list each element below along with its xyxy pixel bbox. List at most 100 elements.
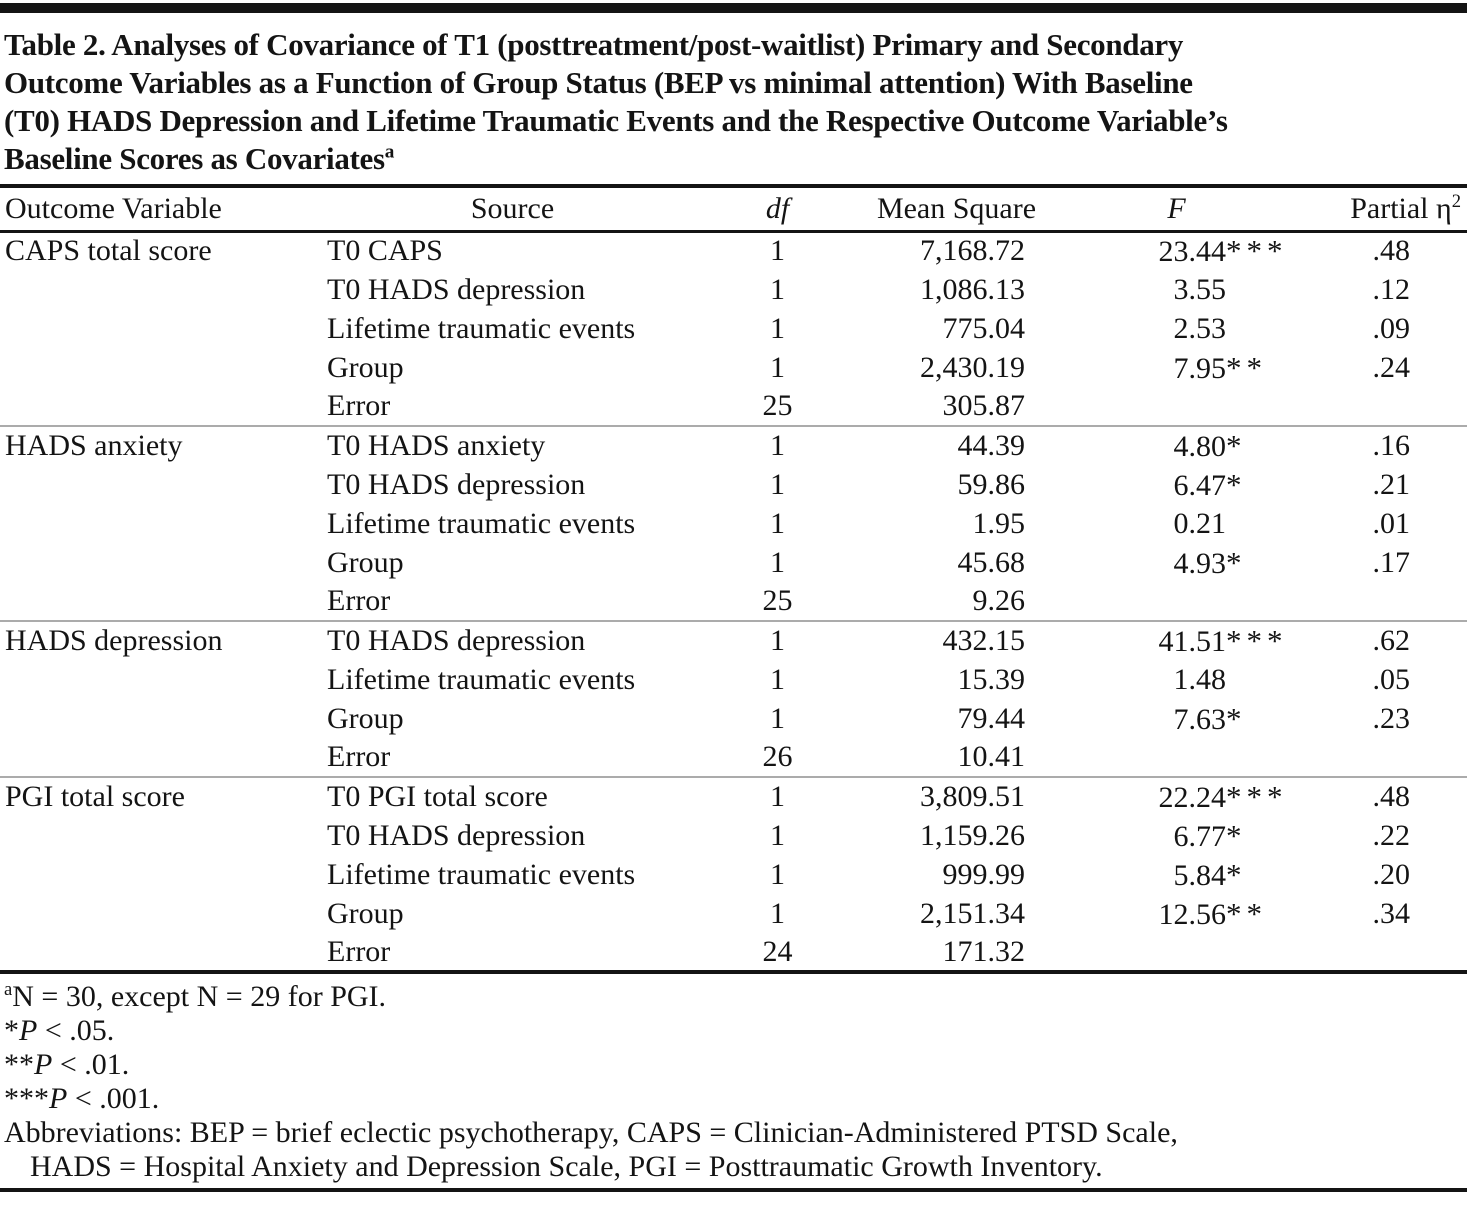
- footnote-text: Abbreviations: BEP = brief eclectic psyc…: [4, 1116, 1178, 1149]
- cell-df: 24: [762, 934, 793, 968]
- table-title-line: Table 2. Analyses of Covariance of T1 (p…: [4, 26, 1467, 64]
- cell-partial-eta: .24: [1372, 350, 1411, 384]
- column-header-partial-eta: Partial η2: [1290, 186, 1467, 233]
- anova-table: Outcome Variable Source df Mean Square F…: [0, 184, 1467, 974]
- cell-df: 25: [762, 584, 793, 617]
- cell-partial-eta: [1290, 582, 1467, 621]
- cell-outcome-variable: [0, 504, 320, 543]
- footnote-text: < .05.: [37, 1014, 115, 1047]
- table-row: T0 HADS depression 1 59.86 6.47* .21: [0, 465, 1467, 504]
- footnote-p-symbol: P: [49, 1082, 68, 1115]
- cell-partial-eta: .22: [1372, 818, 1411, 852]
- cell-source: Lifetime traumatic events: [327, 506, 636, 540]
- cell-outcome-variable: [0, 933, 320, 972]
- cell-f: 4.93*: [1063, 543, 1290, 582]
- f-value: 7.63: [1173, 702, 1227, 736]
- cell-partial-eta: .09: [1372, 311, 1411, 345]
- table-row: HADS depression T0 HADS depression 1 432.15…: [0, 621, 1467, 660]
- f-value: 1.48: [1173, 662, 1227, 696]
- cell-mean-square: 1,159.26: [920, 818, 1025, 852]
- cell-f: 22.24***: [1063, 777, 1290, 816]
- cell-df: 25: [762, 389, 793, 422]
- cell-f: 1.48: [1063, 660, 1290, 699]
- f-value: 7.95: [1173, 351, 1227, 385]
- cell-mean-square: 44.39: [957, 429, 1026, 462]
- table-row: Error 26 10.41: [0, 738, 1467, 777]
- cell-partial-eta: .01: [1372, 506, 1411, 540]
- f-significance-stars: *: [1226, 428, 1247, 463]
- cell-mean-square: 1.95: [972, 506, 1026, 540]
- cell-partial-eta: .48: [1372, 234, 1411, 268]
- cell-outcome-variable: HADS anxiety: [5, 429, 183, 462]
- table-row: CAPS total score T0 CAPS 1 7,168.72 23.44***…: [0, 231, 1467, 270]
- footnote-line: *P < .05.: [4, 1014, 1467, 1048]
- cell-f: 2.53: [1063, 309, 1290, 348]
- f-significance-stars: ***: [1226, 233, 1288, 269]
- cell-outcome-variable: [0, 660, 320, 699]
- cell-f: [1063, 933, 1290, 972]
- cell-source: T0 HADS anxiety: [327, 429, 546, 462]
- cell-partial-eta: .21: [1372, 467, 1411, 501]
- footnote-stars: *: [4, 1014, 19, 1047]
- table-row: Group 1 45.68 4.93* .17: [0, 543, 1467, 582]
- cell-source: Lifetime traumatic events: [327, 662, 636, 696]
- table-body: CAPS total score T0 CAPS 1 7,168.72 23.44***…: [0, 231, 1467, 972]
- cell-f: [1063, 387, 1290, 426]
- table-row: Error 25 305.87: [0, 387, 1467, 426]
- f-significance-stars: ***: [1226, 779, 1288, 814]
- cell-partial-eta: [1290, 933, 1467, 972]
- cell-partial-eta: .48: [1372, 780, 1411, 813]
- cell-source: Error: [327, 934, 391, 968]
- cell-outcome-variable: [0, 699, 320, 738]
- cell-mean-square: 2,430.19: [920, 350, 1025, 384]
- footnote-p-symbol: P: [34, 1048, 53, 1081]
- cell-source: T0 HADS depression: [327, 467, 586, 501]
- cell-df: 1: [770, 545, 785, 579]
- footnote-text: HADS = Hospital Anxiety and Depression S…: [30, 1150, 1103, 1183]
- footnote-line: **P < .01.: [4, 1048, 1467, 1082]
- table-row: Error 24 171.32: [0, 933, 1467, 972]
- cell-source: Error: [327, 740, 391, 773]
- f-value: 0.21: [1173, 506, 1227, 540]
- cell-mean-square: 432.15: [942, 624, 1026, 657]
- cell-outcome-variable: [0, 855, 320, 894]
- f-value: 2.53: [1173, 311, 1227, 345]
- f-value: 6.77: [1173, 819, 1227, 853]
- table-title-line: (T0) HADS Depression and Lifetime Trauma…: [4, 102, 1467, 140]
- table-row: Lifetime traumatic events 1 1.95 0.21 .01: [0, 504, 1467, 543]
- f-significance-stars: *: [1226, 856, 1247, 892]
- table-row: PGI total score T0 PGI total score 1 3,809.…: [0, 777, 1467, 816]
- cell-partial-eta: [1290, 738, 1467, 777]
- title-text: Baseline Scores as Covariates: [4, 141, 385, 176]
- cell-df: 1: [770, 350, 785, 384]
- column-header-mean-square: Mean Square: [850, 186, 1063, 233]
- cell-df: 1: [770, 467, 785, 501]
- cell-f: 6.47*: [1063, 465, 1290, 504]
- cell-df: 1: [770, 780, 785, 813]
- f-value: 6.47: [1173, 468, 1227, 502]
- cell-mean-square: 3,809.51: [920, 780, 1025, 813]
- cell-f: 0.21: [1063, 504, 1290, 543]
- cell-f: 12.56**: [1063, 894, 1290, 933]
- cell-outcome-variable: [0, 582, 320, 621]
- cell-partial-eta: .16: [1372, 429, 1411, 462]
- table-title: Table 2. Analyses of Covariance of T1 (p…: [4, 26, 1467, 178]
- footnote-text: < .01.: [52, 1048, 130, 1081]
- cell-f: 7.95**: [1063, 348, 1290, 387]
- footnote-stars: ***: [4, 1082, 49, 1115]
- cell-outcome-variable: [0, 348, 320, 387]
- cell-f: 4.80*: [1063, 426, 1290, 465]
- cell-df: 1: [770, 896, 785, 930]
- cell-outcome-variable: [0, 894, 320, 933]
- cell-source: T0 HADS depression: [327, 624, 586, 657]
- title-text: Outcome Variables as a Function of Group…: [4, 65, 1193, 100]
- table-row: Lifetime traumatic events 1 775.04 2.53 .09: [0, 309, 1467, 348]
- footnote-stars: **: [4, 1048, 34, 1081]
- f-significance-stars: ***: [1226, 623, 1288, 658]
- cell-source: Error: [327, 389, 391, 422]
- f-significance-stars: **: [1226, 895, 1267, 931]
- cell-partial-eta: .05: [1372, 662, 1411, 696]
- cell-source: Group: [327, 896, 404, 930]
- title-text: Table 2. Analyses of Covariance of T1 (p…: [4, 27, 1184, 62]
- cell-partial-eta: .20: [1372, 857, 1411, 891]
